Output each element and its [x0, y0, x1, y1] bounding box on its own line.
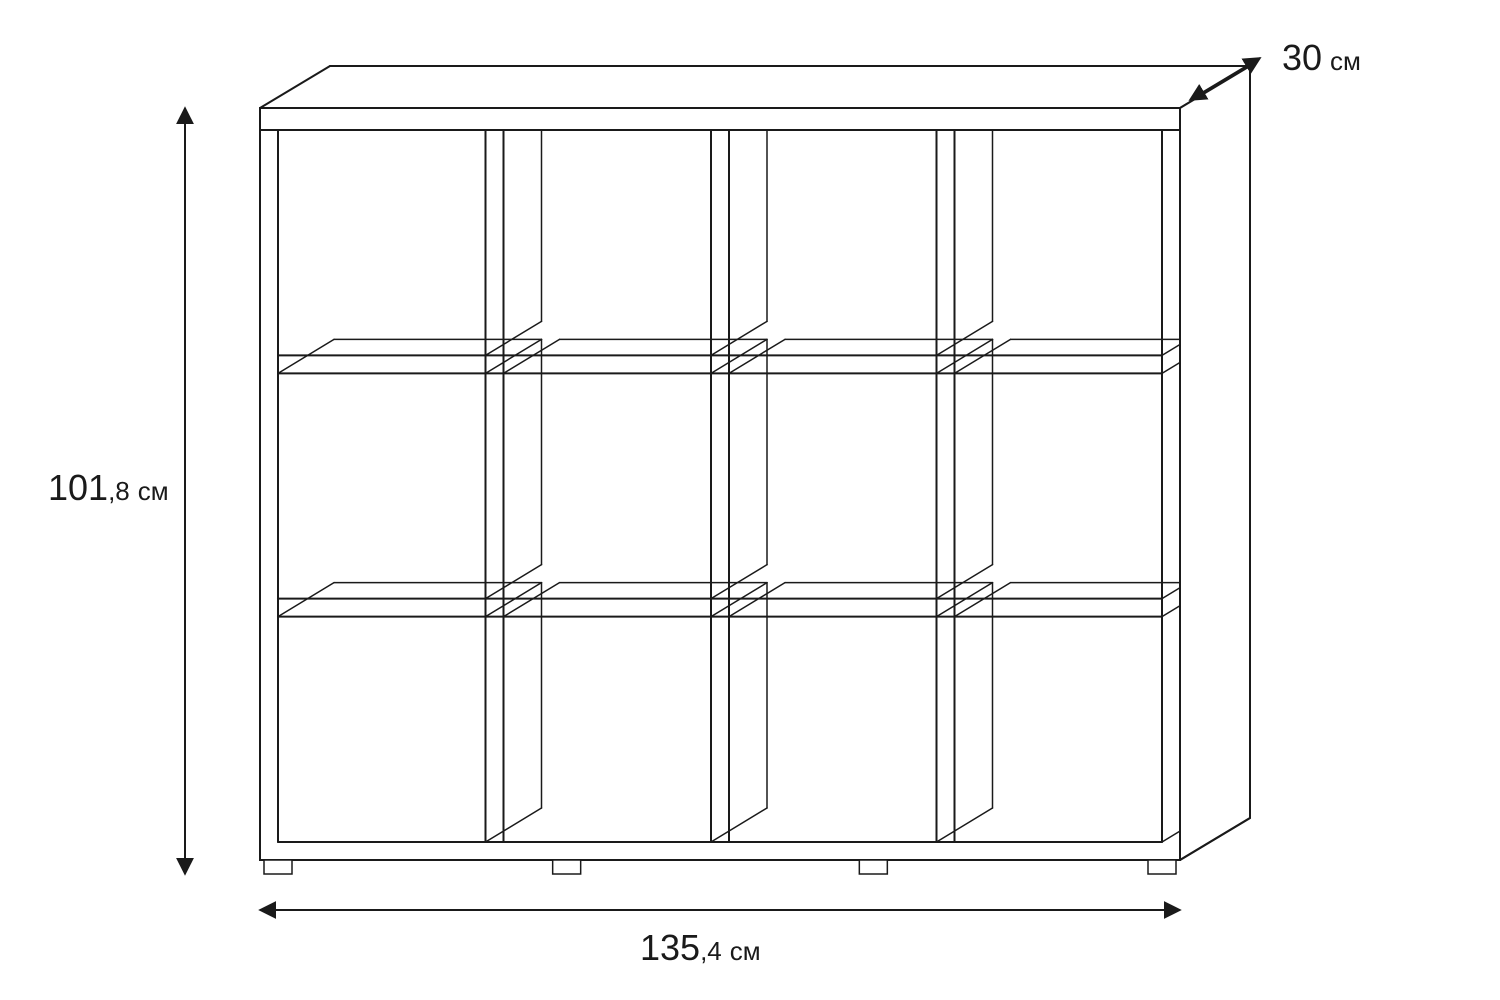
width-label-sub: ,4	[700, 936, 722, 966]
shelf-front	[260, 66, 1250, 874]
width-label: 135,4 см	[640, 927, 761, 968]
width-label-main: 135	[640, 927, 700, 968]
depth-label-main: 30	[1282, 37, 1322, 78]
height-label-main: 101	[48, 467, 108, 508]
height-label-sub: ,8	[108, 476, 130, 506]
height-label-unit: см	[138, 476, 169, 506]
width-label-unit: см	[730, 936, 761, 966]
depth-label: 30 см	[1282, 37, 1361, 78]
shelf-back	[278, 96, 1218, 842]
furniture-dimension-diagram: 101,8 см 135,4 см 30 см	[0, 0, 1500, 1000]
dimension-annotations: 101,8 см 135,4 см 30 см	[48, 37, 1361, 968]
height-label: 101,8 см	[48, 467, 169, 508]
depth-label-unit: см	[1330, 46, 1361, 76]
